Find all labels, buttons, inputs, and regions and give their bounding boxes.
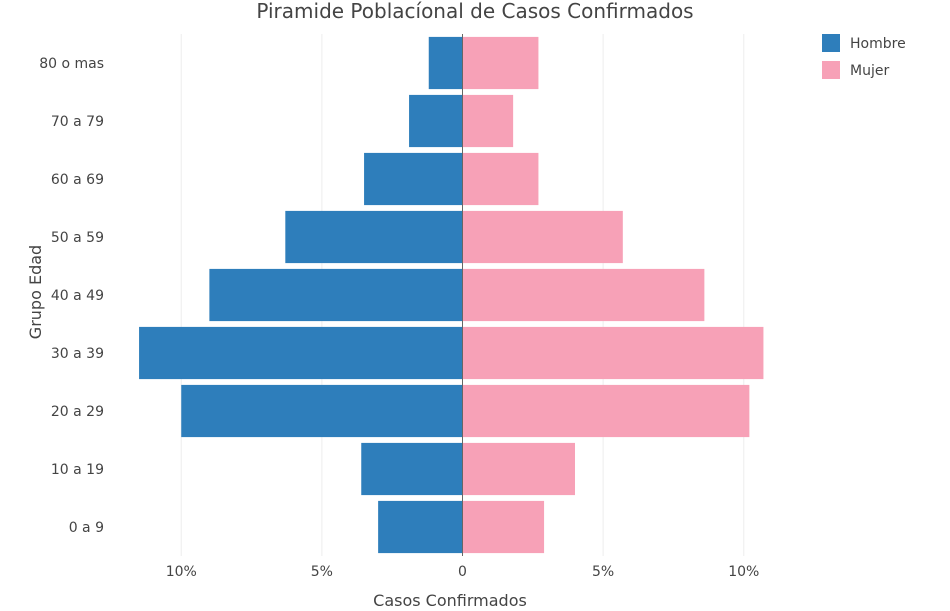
legend-label-hombre: Hombre [850,36,906,52]
legend-swatch-mujer [822,61,840,79]
y-tick-label: 30 a 39 [51,346,104,362]
y-tick-label: 60 a 69 [51,172,104,188]
bar-hombre [285,210,463,264]
bar-hombre [428,36,463,90]
y-axis-title: Grupo Edad [26,245,45,339]
chart-title: Piramide Poblacíonal de Casos Confirmado… [256,0,693,23]
bar-mujer [462,210,623,264]
bar-hombre [209,268,463,322]
x-tick-label: 10% [166,564,197,580]
x-axis-title: Casos Confirmados [373,591,527,610]
bar-hombre [378,500,463,554]
x-tick-label: 5% [592,564,614,580]
bar-mujer [462,442,575,496]
x-tick-label: 0 [458,564,467,580]
y-tick-label: 0 a 9 [69,520,104,536]
y-tick-label: 10 a 19 [51,462,104,478]
y-tick-label: 50 a 59 [51,230,104,246]
bar-hombre [364,152,463,206]
bar-hombre [181,384,463,438]
x-tick-label: 5% [311,564,333,580]
bar-mujer [462,384,750,438]
y-tick-label: 20 a 29 [51,404,104,420]
bar-mujer [462,500,545,554]
y-tick-label: 40 a 49 [51,288,104,304]
bar-mujer [462,268,705,322]
legend-label-mujer: Mujer [850,63,889,79]
bar-mujer [462,152,539,206]
bars [139,36,764,554]
x-tick-label: 10% [728,564,759,580]
legend-swatch-hombre [822,34,840,52]
y-tick-label: 80 o mas [39,56,104,72]
bar-mujer [462,36,539,90]
bar-mujer [462,326,764,380]
y-tick-label: 70 a 79 [51,114,104,130]
bar-mujer [462,94,514,148]
bar-hombre [361,442,463,496]
bar-hombre [409,94,463,148]
y-tick-labels: 0 a 9 10 a 19 20 a 29 30 a 39 40 a 49 50 a 59… [39,56,104,536]
legend: Hombre Mujer [822,34,906,79]
x-tick-labels: 10% 5% 0 5% 10% [166,564,760,580]
bar-hombre [139,326,463,380]
